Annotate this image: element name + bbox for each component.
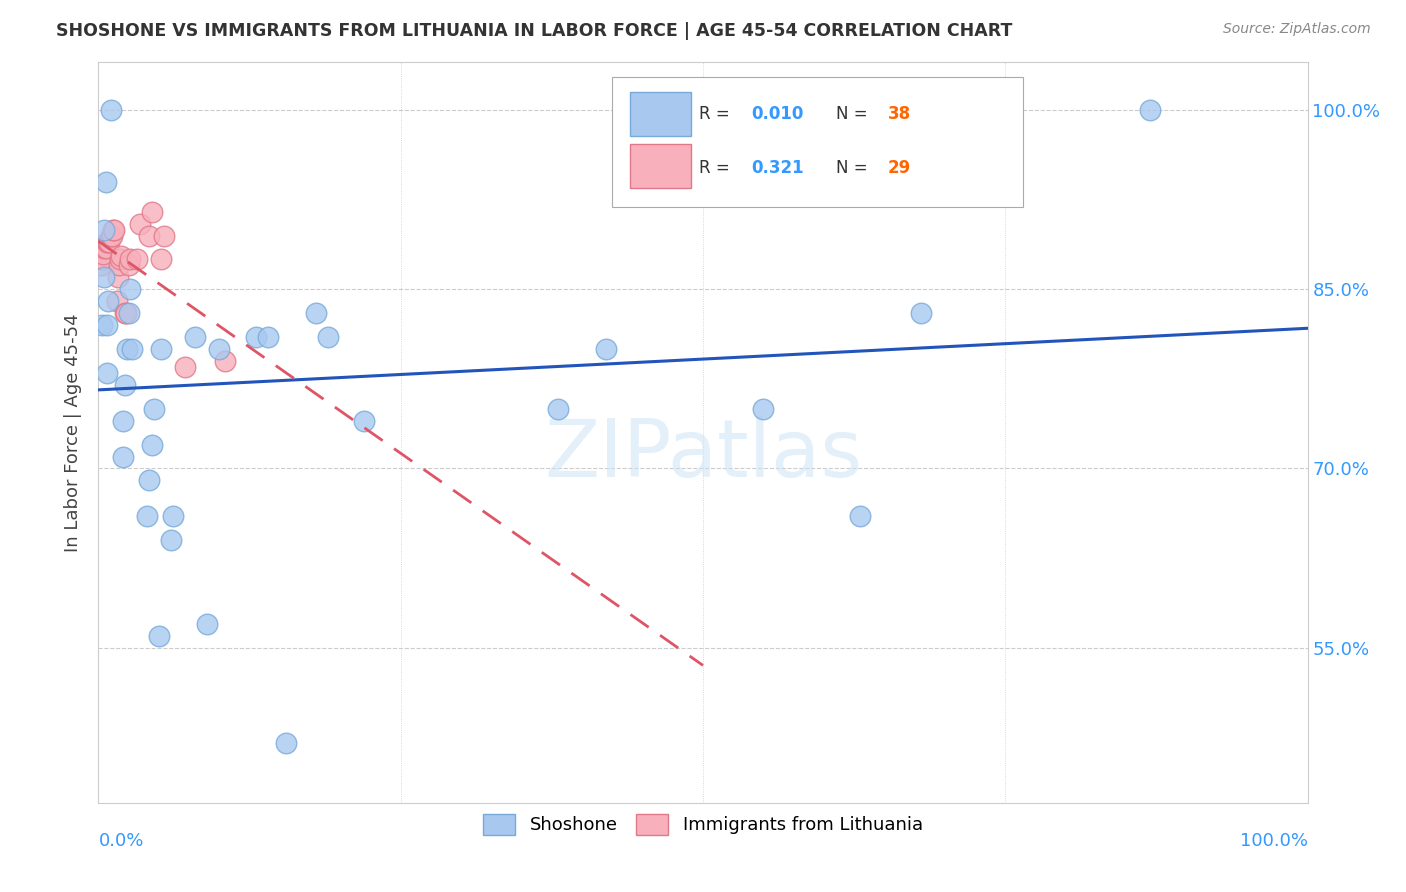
Point bbox=[595, 342, 617, 356]
Text: ZIPatlas: ZIPatlas bbox=[544, 416, 862, 494]
Y-axis label: In Labor Force | Age 45-54: In Labor Force | Age 45-54 bbox=[65, 313, 83, 552]
Point bbox=[98, 235, 121, 249]
Point bbox=[121, 342, 143, 356]
Point bbox=[141, 204, 163, 219]
Point bbox=[91, 252, 114, 267]
Point bbox=[93, 240, 115, 255]
Point bbox=[97, 235, 120, 249]
Point bbox=[96, 235, 118, 249]
Point bbox=[141, 437, 163, 451]
Text: SHOSHONE VS IMMIGRANTS FROM LITHUANIA IN LABOR FORCE | AGE 45-54 CORRELATION CHA: SHOSHONE VS IMMIGRANTS FROM LITHUANIA IN… bbox=[56, 22, 1012, 40]
Text: 0.321: 0.321 bbox=[751, 159, 804, 177]
Point bbox=[105, 294, 128, 309]
Text: 29: 29 bbox=[889, 159, 911, 177]
Point bbox=[103, 222, 125, 236]
Point bbox=[195, 616, 218, 631]
Point bbox=[108, 259, 131, 273]
FancyBboxPatch shape bbox=[630, 92, 690, 136]
Point bbox=[208, 342, 231, 356]
Legend: Shoshone, Immigrants from Lithuania: Shoshone, Immigrants from Lithuania bbox=[475, 806, 931, 842]
Point bbox=[256, 330, 278, 344]
Text: 0.0%: 0.0% bbox=[98, 832, 143, 850]
Point bbox=[849, 509, 872, 524]
Point bbox=[100, 228, 122, 243]
Text: N =: N = bbox=[837, 105, 873, 123]
Point bbox=[118, 259, 141, 273]
Text: R =: R = bbox=[699, 105, 735, 123]
Text: 0.010: 0.010 bbox=[751, 105, 804, 123]
Point bbox=[752, 401, 775, 416]
Point bbox=[160, 533, 183, 547]
Point bbox=[96, 318, 118, 333]
FancyBboxPatch shape bbox=[630, 144, 690, 188]
Point bbox=[114, 306, 136, 320]
Point bbox=[111, 414, 134, 428]
Point bbox=[94, 175, 117, 189]
Point bbox=[174, 359, 197, 374]
Point bbox=[108, 252, 131, 267]
Point bbox=[128, 217, 150, 231]
Point bbox=[127, 252, 149, 267]
Point bbox=[143, 401, 166, 416]
Point bbox=[547, 401, 569, 416]
FancyBboxPatch shape bbox=[613, 78, 1024, 207]
Point bbox=[115, 306, 138, 320]
Point bbox=[148, 629, 170, 643]
Point bbox=[110, 249, 132, 263]
Point bbox=[101, 222, 124, 236]
Text: 38: 38 bbox=[889, 105, 911, 123]
Text: Source: ZipAtlas.com: Source: ZipAtlas.com bbox=[1223, 22, 1371, 37]
Point bbox=[152, 228, 174, 243]
Point bbox=[93, 270, 115, 285]
Point bbox=[91, 318, 114, 333]
Point bbox=[96, 366, 118, 380]
Point bbox=[93, 222, 115, 236]
Point bbox=[118, 282, 141, 296]
Point bbox=[118, 252, 141, 267]
Text: N =: N = bbox=[837, 159, 873, 177]
Point bbox=[138, 474, 160, 488]
Point bbox=[135, 509, 157, 524]
Point bbox=[274, 736, 297, 750]
Point bbox=[94, 240, 117, 255]
Point bbox=[184, 330, 207, 344]
Point bbox=[150, 342, 173, 356]
Point bbox=[316, 330, 339, 344]
Point bbox=[353, 414, 375, 428]
Point bbox=[245, 330, 267, 344]
Point bbox=[114, 377, 136, 392]
Point bbox=[118, 306, 141, 320]
Text: R =: R = bbox=[699, 159, 735, 177]
Point bbox=[97, 294, 120, 309]
Point bbox=[1139, 103, 1161, 118]
Point bbox=[162, 509, 184, 524]
Point bbox=[910, 306, 932, 320]
Point bbox=[100, 228, 122, 243]
Point bbox=[90, 259, 112, 273]
Point bbox=[150, 252, 173, 267]
Point bbox=[138, 228, 160, 243]
Point bbox=[305, 306, 328, 320]
Point bbox=[111, 450, 134, 464]
Point bbox=[117, 342, 139, 356]
Point bbox=[107, 270, 129, 285]
Point bbox=[100, 103, 122, 118]
Point bbox=[91, 246, 114, 260]
Point bbox=[214, 354, 236, 368]
Text: 100.0%: 100.0% bbox=[1240, 832, 1308, 850]
